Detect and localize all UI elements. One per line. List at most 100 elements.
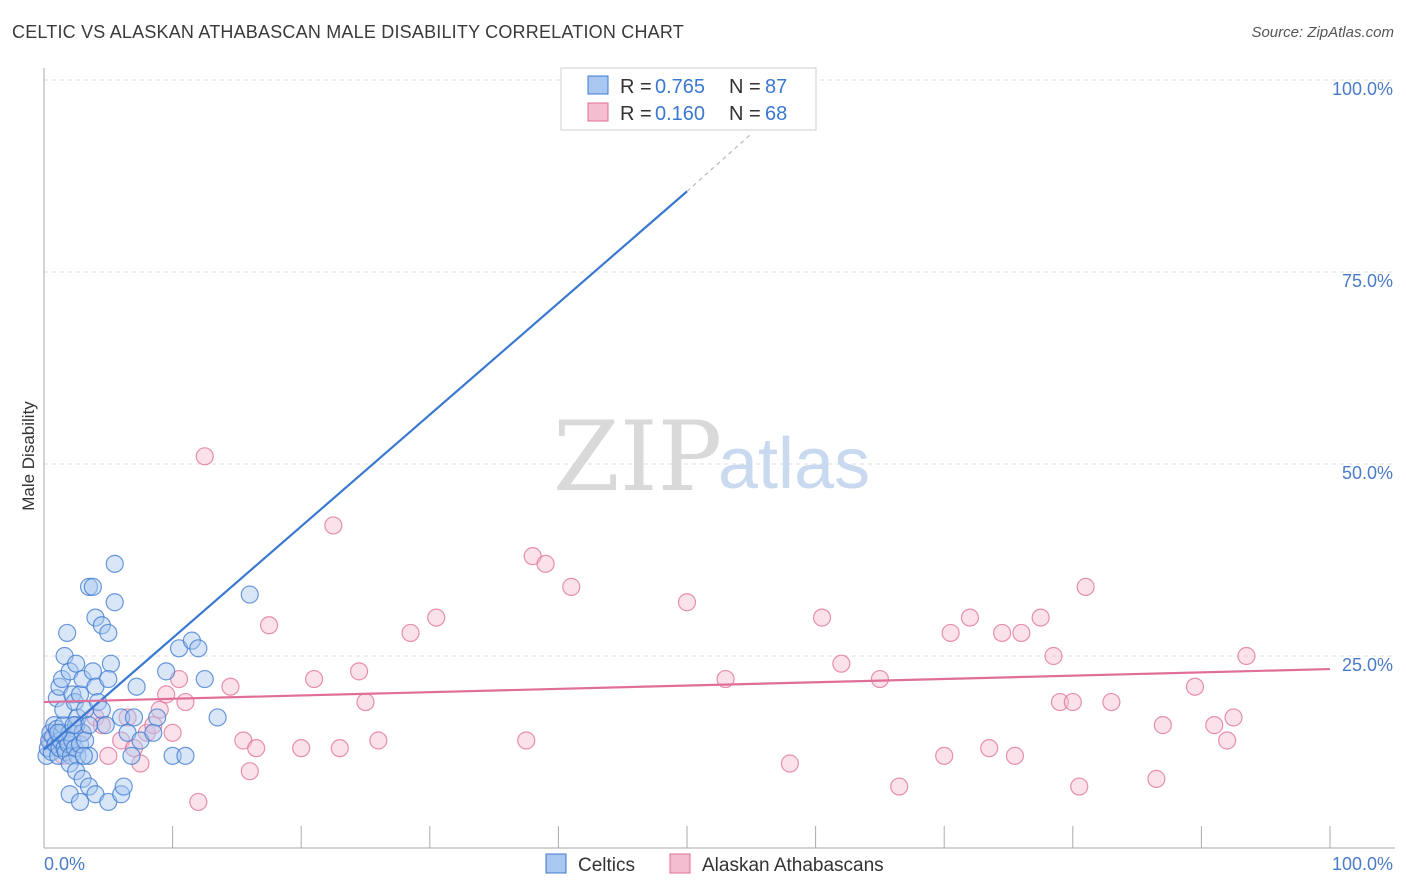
alaskan-point [163,723,182,742]
legend-r-label-alaskan: R = [620,103,652,125]
alaskan-point [176,692,195,712]
celtic-point [101,654,120,673]
alaskan-point [240,762,259,781]
alaskan-point [92,716,111,735]
celtic-point [49,723,68,742]
series-celtic-points [37,554,259,812]
alaskan-point [677,593,697,612]
celtic-point [52,669,72,689]
axes [43,68,1395,849]
legend-r-value-alaskan: 0.160 [655,103,705,125]
alaskan-point [349,662,369,681]
celtic-point [114,777,133,796]
trend-line-alaskan [43,667,1331,704]
alaskan-point [157,685,176,704]
alaskan-point [324,516,343,535]
celtic-point [79,577,99,596]
alaskan-point [1005,746,1025,765]
alaskan-point [562,577,581,596]
alaskan-point [890,777,909,796]
celtic-point [58,623,77,643]
bottom-legend-swatch-alaskan [669,853,691,874]
bottom-legend-swatch-celtic [545,853,567,874]
source-label: Source: ZipAtlas.com [1251,24,1394,41]
alaskan-point [980,739,999,758]
alaskan-point [1205,716,1224,735]
alaskan-point [960,608,980,627]
alaskan-point [356,692,375,712]
celtic-point [195,669,214,689]
y-tick-label: 100.0% [1332,79,1393,99]
y-tick-label: 25.0% [1342,655,1393,675]
alaskan-point [330,739,349,758]
legend-swatch-alaskan [587,102,609,122]
celtic-point [176,746,195,765]
celtic-point [67,654,86,673]
celtic-point [76,731,95,750]
legend-swatch-celtic [587,75,609,95]
celtic-point [163,746,182,765]
alaskan-point [247,739,266,758]
alaskan-point [304,669,324,689]
alaskan-point [1237,646,1256,666]
alaskan-point [832,654,851,673]
alaskan-point [1012,623,1031,643]
celtic-point [189,639,208,658]
watermark-zip: ZIP [553,401,722,513]
alaskan-point [1102,692,1121,712]
watermark: ZIP atlas [553,401,870,513]
legend-r-label-celtic: R = [620,76,652,98]
x-tick-label-right: 100.0% [1332,854,1393,874]
alaskan-point [812,608,832,627]
celtic-point [99,623,118,643]
alaskan-point [992,623,1012,643]
bottom-legend-label-alaskan: Alaskan Athabascans [702,855,884,876]
bottom-legend: Celtics Alaskan Athabascans [545,853,884,876]
celtic-point [99,669,118,689]
alaskan-point [1153,716,1172,735]
alaskan-point [1185,677,1205,696]
alaskan-point [1147,769,1166,788]
legend-n-value-alaskan: 68 [765,103,787,125]
celtic-point [79,746,99,765]
alaskan-point [870,669,890,689]
celtic-point [74,746,93,765]
legend-r-value-celtic: 0.765 [655,76,705,98]
alaskan-point [259,616,279,635]
alaskan-point [1063,692,1082,712]
celtic-point [208,708,227,727]
legend-n-label-alaskan: N = [729,103,761,125]
celtic-point [60,785,79,804]
celtic-point [157,662,176,681]
y-axis-label: Male Disability [19,401,38,511]
alaskan-point [1031,608,1050,627]
alaskan-point [1044,646,1063,666]
alaskan-point [1218,731,1237,750]
alaskan-point [1224,708,1243,727]
alaskan-point [1050,692,1070,712]
legend-box: R = 0.765 N = 87 R = 0.160 N = 68 [560,67,817,131]
alaskan-point [401,623,420,643]
alaskan-point [517,731,536,750]
x-tick-label-left: 0.0% [44,854,85,874]
alaskan-point [99,746,118,765]
alaskan-point [1076,577,1095,596]
celtic-point [240,585,259,604]
legend-n-value-celtic: 87 [765,76,787,98]
alaskan-point [189,792,208,812]
celtic-point [127,677,146,696]
celtic-point [122,746,141,765]
celtic-point [124,708,144,727]
trend-line-celtic-extension [686,133,752,192]
trend-line-celtic [43,190,688,751]
legend-n-label-celtic: N = [729,76,761,98]
alaskan-point [780,754,799,773]
celtic-point [148,708,167,727]
alaskan-point [536,554,555,573]
celtic-point [79,716,99,735]
alaskan-point [935,746,954,765]
celtic-point [105,593,124,612]
celtic-point [83,577,102,596]
celtic-point [105,554,124,573]
